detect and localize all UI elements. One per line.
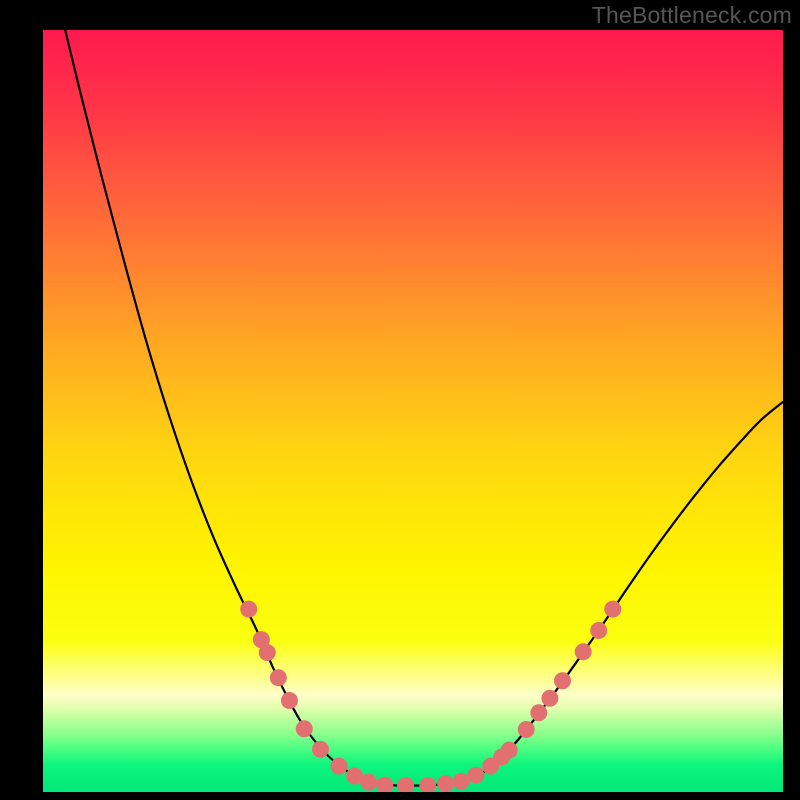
data-marker bbox=[530, 704, 547, 721]
data-marker bbox=[296, 720, 313, 737]
data-marker bbox=[437, 775, 454, 792]
data-marker bbox=[331, 758, 348, 775]
data-marker bbox=[590, 622, 607, 639]
watermark-text: TheBottleneck.com bbox=[592, 2, 792, 29]
data-marker bbox=[541, 690, 558, 707]
data-marker bbox=[575, 643, 592, 660]
data-marker bbox=[281, 692, 298, 709]
data-marker bbox=[240, 601, 257, 618]
data-marker bbox=[259, 644, 276, 661]
data-marker bbox=[270, 669, 287, 686]
data-marker bbox=[360, 774, 377, 791]
data-marker bbox=[467, 767, 484, 784]
data-marker bbox=[312, 741, 329, 758]
data-marker bbox=[518, 721, 535, 738]
data-marker bbox=[501, 742, 518, 759]
chart-plot-area bbox=[43, 30, 783, 792]
data-marker bbox=[453, 773, 470, 790]
chart-background bbox=[43, 30, 783, 792]
data-marker bbox=[604, 601, 621, 618]
data-marker bbox=[554, 672, 571, 689]
